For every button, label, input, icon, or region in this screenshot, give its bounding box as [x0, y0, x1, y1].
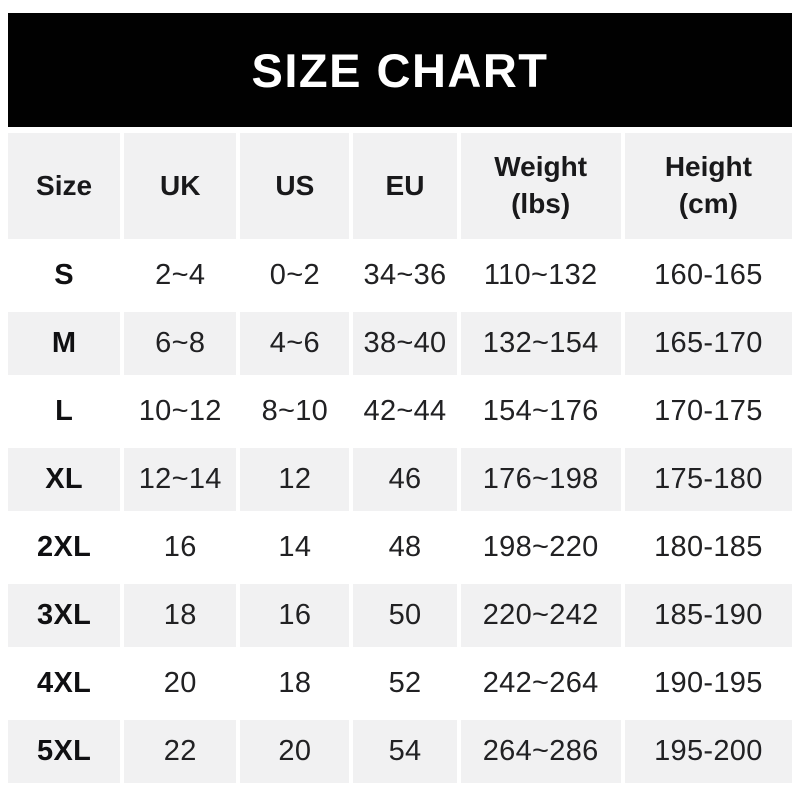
eu-cell: 52 [353, 652, 457, 715]
uk-cell: 2~4 [124, 244, 237, 307]
us-cell: 4~6 [240, 312, 350, 375]
height-cell: 165-170 [624, 312, 792, 375]
weight-cell: 110~132 [460, 244, 621, 307]
eu-cell: 46 [353, 448, 457, 511]
uk-cell: 10~12 [124, 380, 237, 443]
uk-cell: 22 [124, 720, 237, 783]
size-cell: L [8, 380, 121, 443]
us-cell: 14 [240, 516, 350, 579]
size-cell: S [8, 244, 121, 307]
eu-cell: 42~44 [353, 380, 457, 443]
weight-cell: 264~286 [460, 720, 621, 783]
height-cell: 180-185 [624, 516, 792, 579]
column-header-size: Size [8, 133, 121, 239]
size-cell: 5XL [8, 720, 121, 783]
size-cell: 4XL [8, 652, 121, 715]
us-cell: 0~2 [240, 244, 350, 307]
size-cell: XL [8, 448, 121, 511]
column-header-weight: Weight (lbs) [460, 133, 621, 239]
us-cell: 8~10 [240, 380, 350, 443]
uk-cell: 6~8 [124, 312, 237, 375]
size-table: Size UK US EU Weight (lbs) Height (cm) S… [8, 133, 792, 783]
size-cell: 3XL [8, 584, 121, 647]
size-cell: M [8, 312, 121, 375]
weight-cell: 242~264 [460, 652, 621, 715]
height-cell: 185-190 [624, 584, 792, 647]
eu-cell: 34~36 [353, 244, 457, 307]
eu-cell: 38~40 [353, 312, 457, 375]
eu-cell: 54 [353, 720, 457, 783]
eu-cell: 50 [353, 584, 457, 647]
weight-cell: 198~220 [460, 516, 621, 579]
size-cell: 2XL [8, 516, 121, 579]
weight-cell: 220~242 [460, 584, 621, 647]
uk-cell: 12~14 [124, 448, 237, 511]
column-header-us: US [240, 133, 350, 239]
us-cell: 18 [240, 652, 350, 715]
weight-cell: 154~176 [460, 380, 621, 443]
height-cell: 195-200 [624, 720, 792, 783]
column-header-uk: UK [124, 133, 237, 239]
column-header-eu: EU [353, 133, 457, 239]
uk-cell: 16 [124, 516, 237, 579]
height-cell: 160-165 [624, 244, 792, 307]
weight-cell: 132~154 [460, 312, 621, 375]
column-header-height: Height (cm) [624, 133, 792, 239]
us-cell: 16 [240, 584, 350, 647]
height-cell: 170-175 [624, 380, 792, 443]
eu-cell: 48 [353, 516, 457, 579]
us-cell: 12 [240, 448, 350, 511]
uk-cell: 20 [124, 652, 237, 715]
uk-cell: 18 [124, 584, 237, 647]
us-cell: 20 [240, 720, 350, 783]
weight-cell: 176~198 [460, 448, 621, 511]
height-cell: 175-180 [624, 448, 792, 511]
height-cell: 190-195 [624, 652, 792, 715]
banner: SIZE CHART [8, 13, 792, 127]
page-title: SIZE CHART [251, 43, 549, 97]
